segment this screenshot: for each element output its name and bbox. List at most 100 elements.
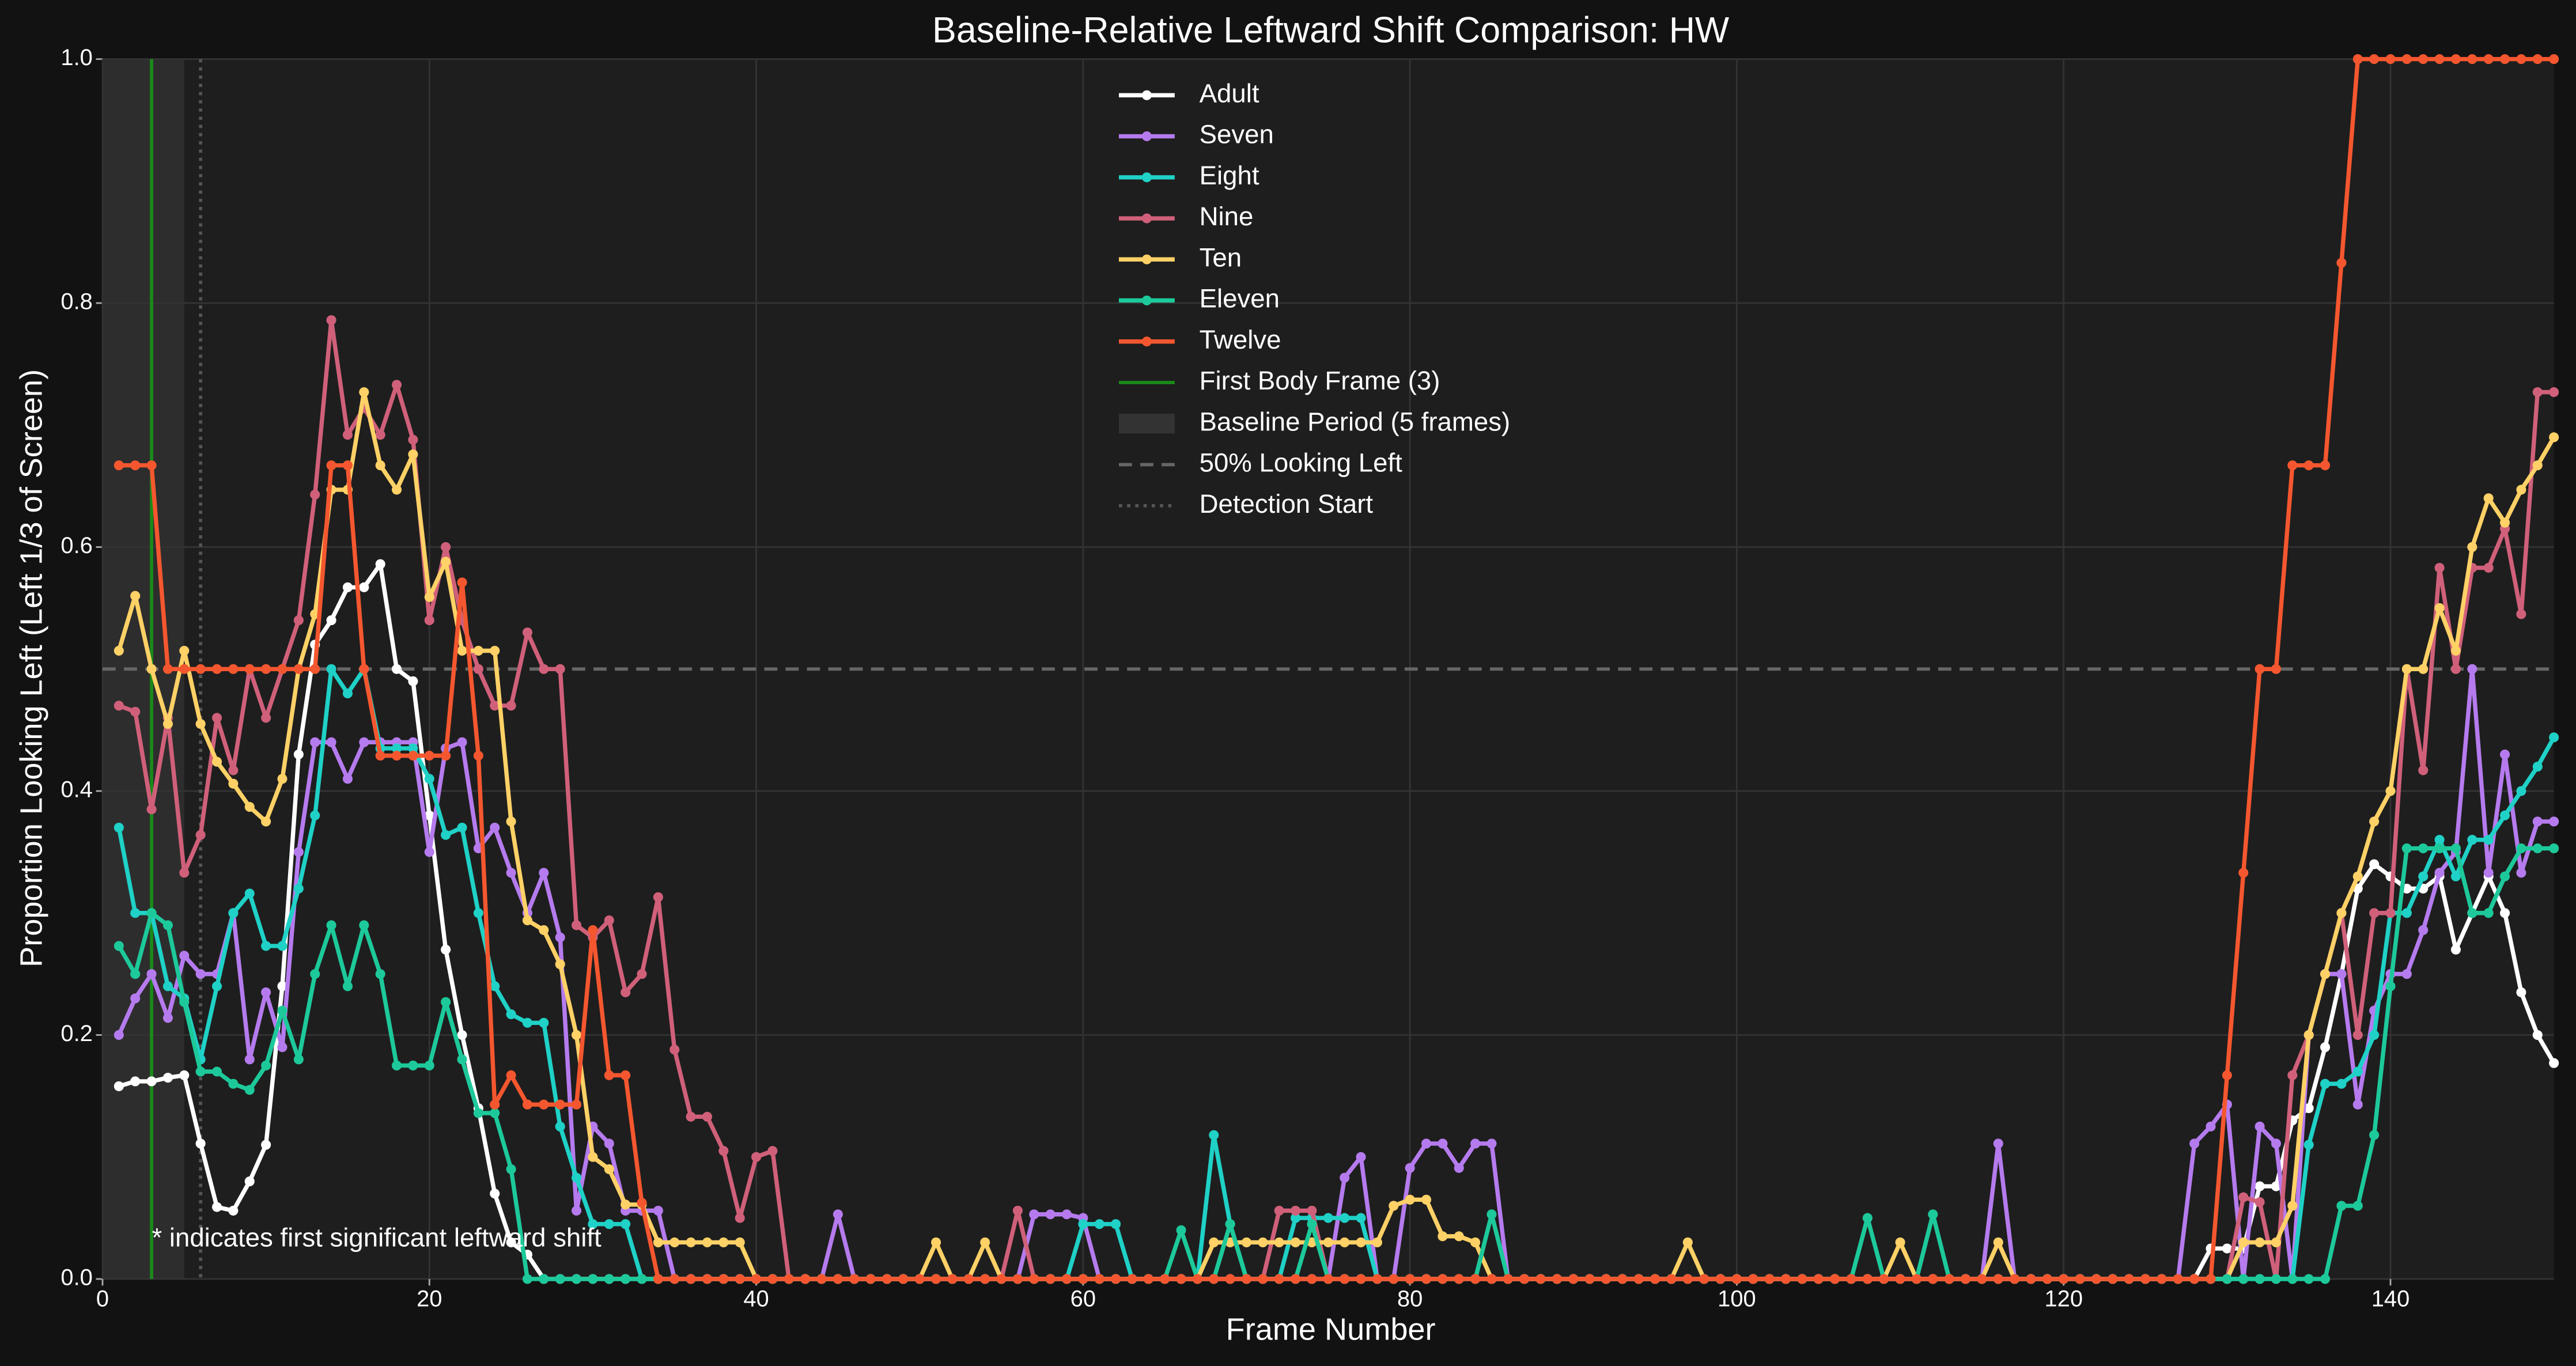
data-point: [1486, 1209, 1497, 1220]
data-point: [2206, 1274, 2216, 1284]
data-point: [2467, 54, 2477, 65]
data-point: [473, 664, 483, 674]
data-point: [1601, 1274, 1612, 1284]
data-point: [2189, 1138, 2200, 1149]
data-point: [261, 987, 271, 997]
data-point: [588, 925, 598, 935]
data-point: [1340, 1237, 1350, 1247]
data-point: [539, 1017, 549, 1028]
data-point: [669, 1274, 680, 1284]
data-point: [2450, 645, 2461, 656]
data-point: [1291, 1213, 1301, 1223]
data-point: [2516, 868, 2526, 878]
data-point: [2500, 810, 2510, 820]
data-point: [767, 1146, 778, 1156]
data-point: [424, 615, 434, 626]
data-point: [244, 1176, 255, 1187]
data-point: [669, 1237, 680, 1247]
data-point: [424, 592, 434, 602]
data-point: [277, 664, 288, 674]
data-point: [146, 664, 157, 674]
data-point: [604, 1138, 614, 1149]
data-point: [342, 430, 353, 440]
data-point: [244, 801, 255, 812]
data-point: [1438, 1231, 1448, 1242]
data-point: [1895, 1274, 1905, 1284]
data-point: [1584, 1274, 1595, 1284]
data-point: [2206, 1121, 2216, 1132]
data-point: [2352, 1099, 2363, 1110]
data-point: [2336, 1079, 2347, 1089]
data-point: [2320, 1042, 2331, 1053]
data-point: [1291, 1205, 1301, 1216]
data-point: [1225, 1237, 1235, 1247]
data-point: [391, 1060, 402, 1070]
data-point: [261, 941, 271, 951]
data-point: [261, 1140, 271, 1150]
data-point: [2271, 1237, 2282, 1247]
data-point: [424, 751, 434, 761]
data-point: [2238, 1192, 2249, 1202]
data-point: [767, 1274, 778, 1284]
data-point: [1470, 1274, 1481, 1284]
data-point: [359, 582, 369, 592]
data-point: [195, 719, 206, 729]
x-tick-label: 140: [2371, 1286, 2410, 1312]
data-point: [555, 664, 565, 674]
chart-title: Baseline-Relative Leftward Shift Compari…: [932, 10, 1729, 51]
data-point: [539, 925, 549, 935]
data-point: [244, 1085, 255, 1095]
data-point: [1405, 1274, 1415, 1284]
data-point: [1291, 1274, 1301, 1284]
data-point: [2401, 664, 2412, 674]
data-point: [1111, 1219, 1121, 1229]
data-point: [1699, 1274, 1709, 1284]
data-point: [1928, 1274, 1938, 1284]
data-point: [1111, 1274, 1121, 1284]
data-point: [1356, 1237, 1366, 1247]
data-point: [816, 1274, 827, 1284]
data-point: [718, 1146, 729, 1156]
x-tick-label: 40: [743, 1286, 769, 1312]
data-point: [130, 908, 141, 918]
y-tick-label: 0.8: [60, 289, 92, 315]
data-point: [146, 908, 157, 918]
legend-label: 50% Looking Left: [1200, 448, 1403, 478]
data-point: [326, 460, 336, 471]
data-point: [2352, 1066, 2363, 1077]
data-point: [1454, 1231, 1464, 1242]
data-point: [1209, 1274, 1219, 1284]
data-point: [277, 1005, 288, 1016]
data-point: [2483, 54, 2494, 65]
data-point: [391, 751, 402, 761]
data-point: [261, 713, 271, 723]
data-point: [735, 1274, 745, 1284]
legend-marker: [1141, 131, 1152, 142]
data-point: [2303, 460, 2314, 471]
data-point: [702, 1274, 713, 1284]
data-point: [865, 1274, 876, 1284]
data-point: [2549, 387, 2559, 398]
data-point: [1715, 1274, 1726, 1284]
data-point: [2500, 54, 2510, 65]
data-point: [1405, 1163, 1415, 1173]
data-point: [2532, 460, 2543, 471]
data-point: [277, 1042, 288, 1053]
data-point: [2434, 603, 2445, 613]
data-point: [2532, 1030, 2543, 1040]
data-point: [1356, 1274, 1366, 1284]
data-point: [359, 664, 369, 674]
data-point: [2189, 1274, 2200, 1284]
data-point: [571, 1099, 582, 1110]
data-point: [146, 460, 157, 471]
data-point: [2500, 871, 2510, 881]
data-point: [506, 868, 516, 878]
data-point: [2222, 1274, 2232, 1284]
data-point: [228, 664, 239, 674]
data-point: [2549, 843, 2559, 854]
data-point: [228, 1079, 239, 1089]
data-point: [1291, 1237, 1301, 1247]
data-point: [621, 1274, 631, 1284]
data-point: [2255, 1274, 2265, 1284]
data-point: [571, 1172, 582, 1183]
